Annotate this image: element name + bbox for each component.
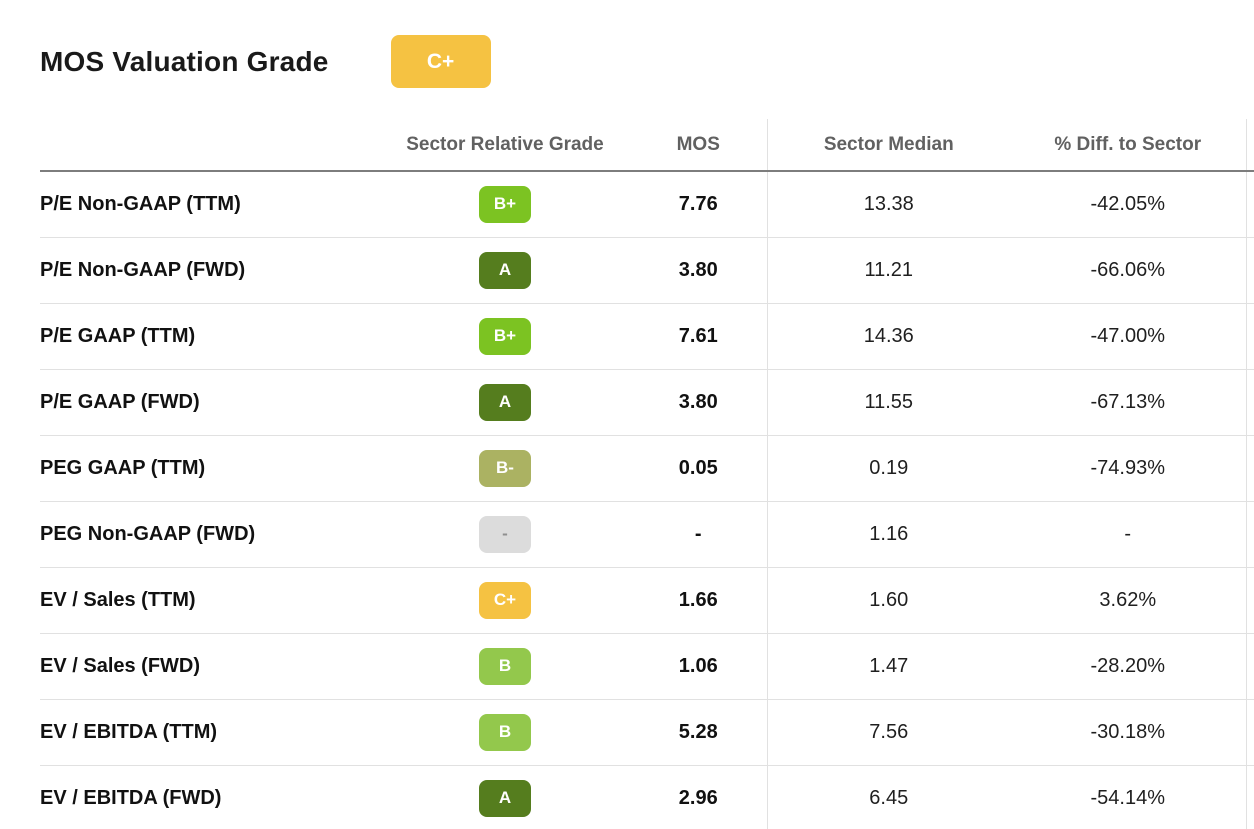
- grade-badge[interactable]: C+: [479, 581, 531, 619]
- metric-label: P/E Non-GAAP (TTM): [40, 171, 380, 238]
- grade-cell: B: [380, 699, 630, 766]
- grade-badge[interactable]: B+: [479, 185, 531, 223]
- column-header-sector-relative-grade: Sector Relative Grade: [380, 119, 630, 172]
- sector-median-value: 11.55: [766, 369, 1010, 436]
- page-title: MOS Valuation Grade: [40, 45, 329, 77]
- column-header-mos: MOS: [630, 119, 767, 172]
- metric-label: EV / Sales (FWD): [40, 633, 380, 700]
- table-row: P/E Non-GAAP (FWD) A 3.80 11.21 -66.06%: [40, 237, 1254, 304]
- table-row: PEG GAAP (TTM) B- 0.05 0.19 -74.93%: [40, 435, 1254, 502]
- grade-cell: B+: [380, 171, 630, 238]
- diff-to-sector-value: 3.62%: [1010, 567, 1246, 634]
- grade-cell: A: [380, 237, 630, 304]
- sector-median-value: 13.38: [766, 171, 1010, 238]
- grade-badge[interactable]: B: [479, 713, 531, 751]
- metric-label: P/E GAAP (FWD): [40, 369, 380, 436]
- diff-to-sector-value: -28.20%: [1010, 633, 1246, 700]
- diff-to-sector-value: -42.05%: [1010, 171, 1246, 238]
- grade-cell: C+: [380, 567, 630, 634]
- grade-cell: A: [380, 765, 630, 829]
- overflow-cell: [1245, 501, 1254, 568]
- overflow-cell: [1245, 237, 1254, 304]
- mos-value: 3.80: [630, 369, 767, 436]
- table-row: EV / EBITDA (FWD) A 2.96 6.45 -54.14%: [40, 765, 1254, 829]
- diff-to-sector-value: -: [1010, 501, 1246, 568]
- mos-value: 0.05: [630, 435, 767, 502]
- table-row: EV / Sales (FWD) B 1.06 1.47 -28.20%: [40, 633, 1254, 700]
- metric-label: PEG Non-GAAP (FWD): [40, 501, 380, 568]
- mos-value: 5.28: [630, 699, 767, 766]
- metric-label: PEG GAAP (TTM): [40, 435, 380, 502]
- sector-median-value: 6.45: [766, 765, 1010, 829]
- grade-badge[interactable]: A: [479, 779, 531, 817]
- metric-label: EV / EBITDA (TTM): [40, 699, 380, 766]
- grade-cell: A: [380, 369, 630, 436]
- diff-to-sector-value: -74.93%: [1010, 435, 1246, 502]
- mos-value: 7.76: [630, 171, 767, 238]
- diff-to-sector-value: -30.18%: [1010, 699, 1246, 766]
- column-header-sector-median: Sector Median: [766, 119, 1010, 172]
- table-row: P/E Non-GAAP (TTM) B+ 7.76 13.38 -42.05%: [40, 171, 1254, 238]
- sector-median-value: 1.16: [766, 501, 1010, 568]
- table-row: PEG Non-GAAP (FWD) - - 1.16 -: [40, 501, 1254, 568]
- grade-badge[interactable]: -: [479, 515, 531, 553]
- valuation-grades-table: Sector Relative Grade MOS Sector Median …: [40, 119, 1254, 829]
- grade-badge[interactable]: A: [479, 251, 531, 289]
- grade-badge[interactable]: A: [479, 383, 531, 421]
- overflow-cell: [1245, 633, 1254, 700]
- sector-median-value: 0.19: [766, 435, 1010, 502]
- grade-badge[interactable]: B+: [479, 317, 531, 355]
- overflow-cell: [1245, 699, 1254, 766]
- valuation-grade-header: MOS Valuation Grade C+: [40, 35, 1254, 88]
- grade-badge[interactable]: B: [479, 647, 531, 685]
- metric-label: P/E GAAP (TTM): [40, 303, 380, 370]
- column-header-metric: [40, 119, 380, 172]
- overflow-cell: [1245, 435, 1254, 502]
- sector-median-value: 1.47: [766, 633, 1010, 700]
- diff-to-sector-value: -67.13%: [1010, 369, 1246, 436]
- grade-cell: B-: [380, 435, 630, 502]
- overflow-cell: [1245, 303, 1254, 370]
- sector-median-value: 11.21: [766, 237, 1010, 304]
- mos-value: 1.06: [630, 633, 767, 700]
- metric-label: EV / Sales (TTM): [40, 567, 380, 634]
- grade-cell: B: [380, 633, 630, 700]
- mos-value: 3.80: [630, 237, 767, 304]
- sector-median-value: 1.60: [766, 567, 1010, 634]
- mos-value: -: [630, 501, 767, 568]
- overflow-cell: [1245, 567, 1254, 634]
- table-row: P/E GAAP (FWD) A 3.80 11.55 -67.13%: [40, 369, 1254, 436]
- metric-label: EV / EBITDA (FWD): [40, 765, 380, 829]
- table-row: EV / EBITDA (TTM) B 5.28 7.56 -30.18%: [40, 699, 1254, 766]
- sector-median-value: 7.56: [766, 699, 1010, 766]
- metric-label: P/E Non-GAAP (FWD): [40, 237, 380, 304]
- diff-to-sector-value: -47.00%: [1010, 303, 1246, 370]
- column-header-diff-to-sector: % Diff. to Sector: [1010, 119, 1246, 172]
- grade-badge[interactable]: B-: [479, 449, 531, 487]
- mos-value: 2.96: [630, 765, 767, 829]
- table-row: P/E GAAP (TTM) B+ 7.61 14.36 -47.00%: [40, 303, 1254, 370]
- diff-to-sector-value: -54.14%: [1010, 765, 1246, 829]
- grade-cell: B+: [380, 303, 630, 370]
- column-header-overflow: [1245, 119, 1254, 172]
- overall-grade-badge[interactable]: C+: [390, 35, 491, 88]
- mos-value: 1.66: [630, 567, 767, 634]
- diff-to-sector-value: -66.06%: [1010, 237, 1246, 304]
- table-row: EV / Sales (TTM) C+ 1.66 1.60 3.62%: [40, 567, 1254, 634]
- overflow-cell: [1245, 765, 1254, 829]
- sector-median-value: 14.36: [766, 303, 1010, 370]
- mos-value: 7.61: [630, 303, 767, 370]
- grade-cell: -: [380, 501, 630, 568]
- overflow-cell: [1245, 369, 1254, 436]
- table-header-row: Sector Relative Grade MOS Sector Median …: [40, 119, 1254, 172]
- overflow-cell: [1245, 171, 1254, 238]
